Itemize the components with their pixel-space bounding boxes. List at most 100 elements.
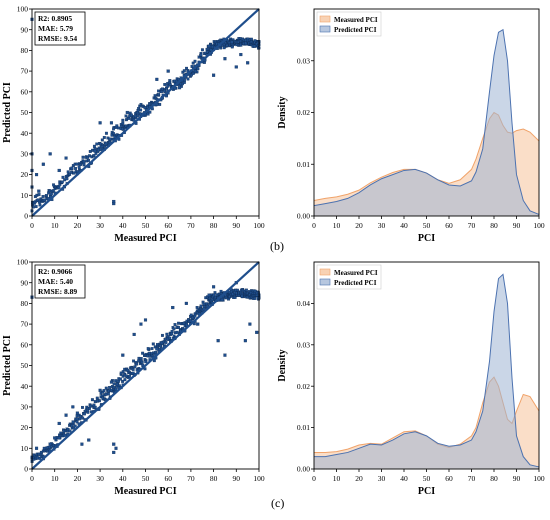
- data-point: [177, 321, 180, 325]
- data-point: [118, 377, 122, 381]
- x-tick-label: 90: [233, 221, 241, 230]
- x-tick-label: 60: [445, 221, 453, 230]
- data-point: [166, 84, 170, 88]
- data-point: [75, 162, 79, 166]
- plot-frame: [313, 261, 540, 470]
- data-point: [207, 293, 211, 297]
- data-point: [155, 347, 159, 351]
- data-point: [191, 61, 195, 65]
- legend-label: Predicted PCI: [334, 26, 377, 34]
- y-tick-label: 60: [21, 340, 29, 349]
- data-point: [34, 173, 39, 177]
- data-point: [108, 386, 112, 389]
- data-point: [160, 90, 163, 94]
- data-point: [131, 367, 135, 371]
- data-point: [102, 389, 106, 392]
- x-tick-label: 20: [74, 221, 82, 230]
- predicted-density-area: [314, 274, 539, 469]
- x-tick-label: 70: [187, 474, 195, 483]
- data-point: [205, 302, 209, 306]
- data-point: [256, 41, 260, 45]
- metrics-box-frame: [34, 264, 86, 299]
- y-tick-label: 10: [21, 444, 29, 453]
- data-point: [93, 405, 97, 409]
- data-point: [64, 413, 68, 417]
- data-point: [193, 59, 197, 63]
- data-point: [75, 420, 79, 424]
- x-tick-label: 40: [400, 221, 408, 230]
- x-tick-label: 100: [253, 474, 265, 483]
- data-point: [34, 205, 38, 209]
- y-tick-label: 100: [17, 5, 29, 14]
- data-point: [41, 162, 45, 166]
- data-point: [70, 166, 74, 170]
- y-tick-label: 90: [21, 25, 29, 34]
- y-tick-label: 0: [24, 465, 28, 474]
- x-tick-label: 100: [533, 221, 545, 230]
- y-axis-label: Predicted PCI: [2, 82, 13, 143]
- metric-text: R2: 0.8905: [38, 14, 72, 23]
- data-point: [137, 359, 141, 363]
- data-point: [256, 291, 260, 295]
- x-axis-label: Measured PCI: [114, 233, 176, 244]
- y-tick-label: 0.00: [297, 212, 310, 221]
- data-point: [121, 121, 125, 125]
- data-point: [168, 79, 172, 83]
- data-point: [240, 294, 244, 298]
- y-tick-label: 30: [21, 150, 29, 159]
- data-point: [173, 323, 177, 327]
- data-point: [182, 80, 186, 84]
- legend-label: Predicted PCI: [334, 279, 377, 287]
- plot-frame: [313, 8, 540, 217]
- data-point: [114, 446, 118, 450]
- x-tick-label: 40: [119, 474, 127, 483]
- metric-text: MAE: 5.40: [38, 277, 73, 286]
- data-point: [106, 392, 110, 396]
- data-point: [203, 60, 206, 64]
- data-point: [38, 203, 42, 207]
- x-tick-label: 10: [333, 221, 341, 230]
- x-tick-label: 80: [490, 474, 498, 483]
- data-point: [112, 450, 116, 454]
- data-point: [175, 330, 179, 334]
- data-point: [117, 126, 120, 130]
- x-tick-label: 0: [30, 221, 34, 230]
- data-point: [244, 288, 248, 292]
- data-point: [234, 65, 238, 69]
- data-point: [132, 332, 136, 336]
- data-point: [166, 69, 170, 73]
- data-point: [109, 121, 114, 125]
- metric-text: RMSE: 9.54: [38, 34, 77, 43]
- data-point: [253, 296, 257, 300]
- data-point: [255, 330, 259, 334]
- data-point: [124, 374, 128, 378]
- data-point: [163, 83, 167, 86]
- data-point: [189, 313, 193, 317]
- y-tick-label: 40: [21, 382, 29, 391]
- metric-text: MAE: 5.79: [38, 24, 73, 33]
- data-point: [146, 347, 150, 351]
- x-tick-label: 10: [333, 474, 341, 483]
- data-point: [146, 112, 150, 116]
- data-point: [53, 436, 57, 440]
- data-point: [182, 69, 186, 73]
- data-point: [86, 408, 90, 412]
- data-point: [57, 436, 61, 440]
- x-tick-label: 70: [468, 474, 476, 483]
- x-tick-label: 90: [513, 474, 521, 483]
- data-point: [163, 89, 166, 93]
- data-point: [95, 142, 99, 146]
- predicted-density-line: [314, 273, 540, 468]
- data-point: [244, 41, 248, 45]
- data-point: [129, 113, 133, 117]
- y-tick-label: 90: [21, 278, 29, 287]
- data-point: [121, 127, 125, 131]
- metric-text: RMSE: 8.89: [38, 287, 77, 296]
- x-tick-label: 40: [400, 474, 408, 483]
- data-point: [112, 127, 115, 131]
- data-point: [98, 388, 102, 392]
- x-tick-label: 30: [378, 221, 386, 230]
- data-point: [57, 421, 61, 426]
